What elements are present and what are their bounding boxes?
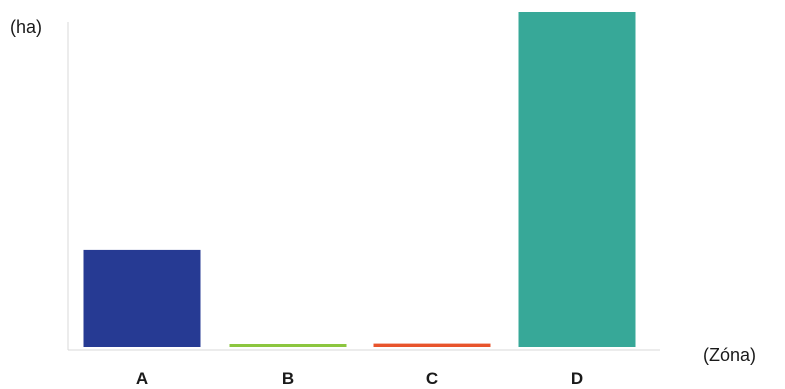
x-tick-label-d: D xyxy=(571,369,583,388)
x-tick-labels: A B C D xyxy=(136,369,583,388)
bar-b xyxy=(229,344,347,347)
x-axis-label: (Zóna) xyxy=(703,345,756,365)
y-axis-label: (ha) xyxy=(10,17,42,37)
x-tick-label-a: A xyxy=(136,369,148,388)
bars-group xyxy=(83,12,636,347)
bar-c xyxy=(373,343,491,347)
bar-a xyxy=(83,249,201,347)
x-tick-label-c: C xyxy=(426,369,438,388)
bar-d xyxy=(518,12,636,347)
x-tick-label-b: B xyxy=(282,369,294,388)
